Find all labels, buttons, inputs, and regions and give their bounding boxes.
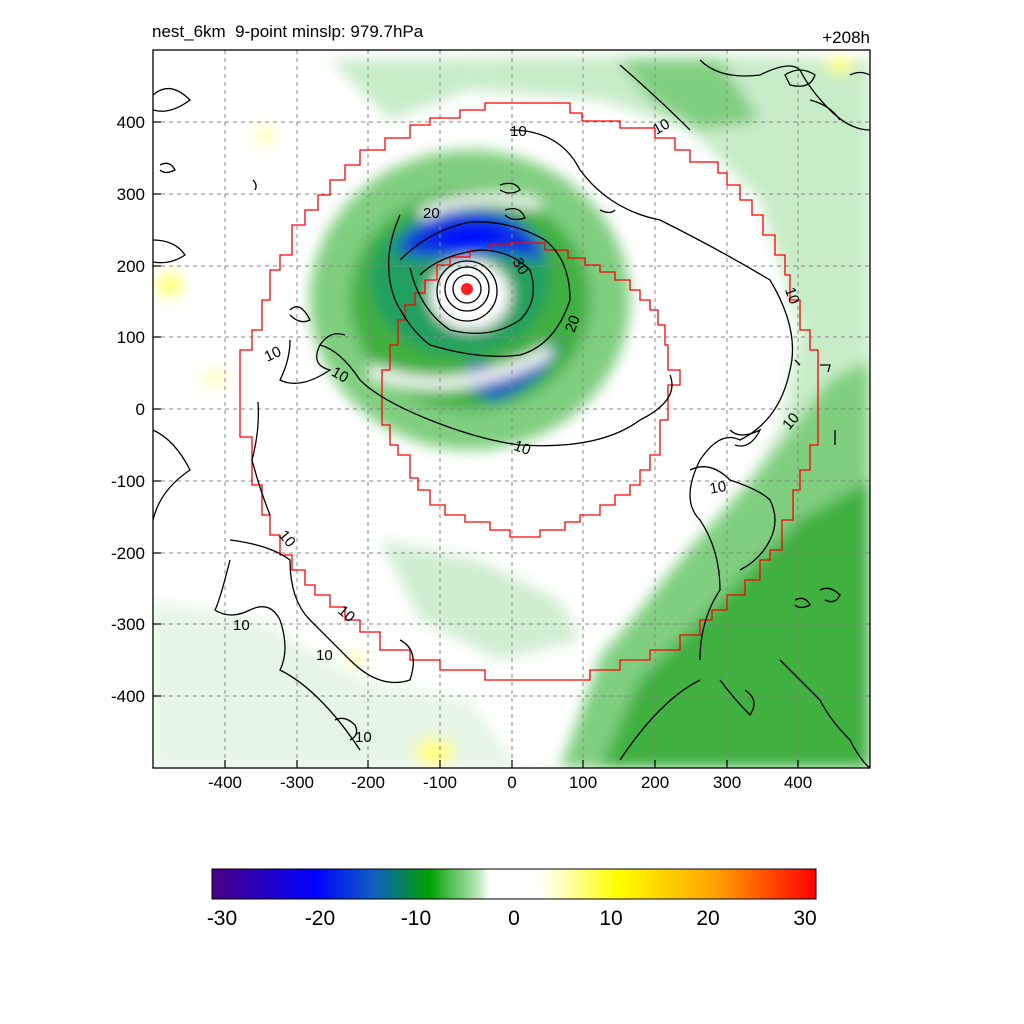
tick-marks [153, 121, 799, 768]
outer-nest-boundary [239, 102, 819, 681]
contour-label: 10 [262, 343, 284, 365]
x-axis-ticks: -400 -300 -200 -100 0 100 200 300 400 [208, 773, 812, 792]
colorbar-label: 30 [793, 907, 816, 930]
x-tick-label: -200 [351, 773, 385, 792]
colorbar-label: -30 [207, 907, 237, 930]
contour-label: 30 [509, 255, 532, 278]
y-tick-label: 300 [117, 185, 145, 204]
forecast-hour: +208h [822, 28, 870, 47]
wind-contours [153, 59, 870, 768]
y-tick-label: 0 [136, 400, 145, 419]
x-tick-label: -100 [423, 773, 457, 792]
contour-label: 20 [423, 205, 440, 222]
x-tick-label: 300 [713, 773, 741, 792]
colorbar-label: 10 [599, 907, 622, 930]
nest-boundaries [239, 102, 819, 681]
colorbar-label: 20 [696, 907, 719, 930]
inner-nest-boundary [381, 242, 681, 538]
y-tick-label: -100 [111, 472, 145, 491]
y-tick-label: 400 [117, 113, 145, 132]
contour-label: 10 [316, 647, 333, 664]
y-tick-label: -400 [111, 687, 145, 706]
contour-label: 10 [650, 115, 673, 138]
contour-label: 20 [562, 313, 584, 334]
x-tick-label: 400 [784, 773, 812, 792]
colorbar-label: -10 [401, 907, 431, 930]
contour-label: 10 [355, 729, 372, 746]
storm-center-marker [461, 283, 473, 295]
y-tick-label: 200 [117, 257, 145, 276]
y-tick-label: -300 [111, 615, 145, 634]
x-tick-label: -300 [280, 773, 314, 792]
contour-label: 10 [781, 285, 803, 306]
colorbar-strip [211, 868, 817, 900]
x-tick-label: 0 [507, 773, 516, 792]
x-tick-label: -400 [208, 773, 242, 792]
y-tick-label: -200 [111, 544, 145, 563]
contour-label: 10 [510, 123, 527, 140]
colorbar-label: 0 [508, 907, 520, 930]
y-axis-ticks: 400 300 200 100 0 -100 -200 -300 -400 [111, 113, 145, 706]
colorbar: -30 -20 -10 0 10 20 30 [207, 868, 817, 930]
y-tick-label: 100 [117, 328, 145, 347]
contour-label: 10 [328, 363, 351, 386]
contour-label: 10 [511, 437, 532, 459]
x-tick-label: 100 [569, 773, 597, 792]
x-tick-label: 200 [641, 773, 669, 792]
contour-label: 10 [708, 478, 727, 498]
colorbar-label: -20 [305, 907, 335, 930]
map-title: nest_6km 9-point minslp: 979.7hPa [152, 22, 424, 41]
contour-label: 10 [233, 617, 250, 634]
